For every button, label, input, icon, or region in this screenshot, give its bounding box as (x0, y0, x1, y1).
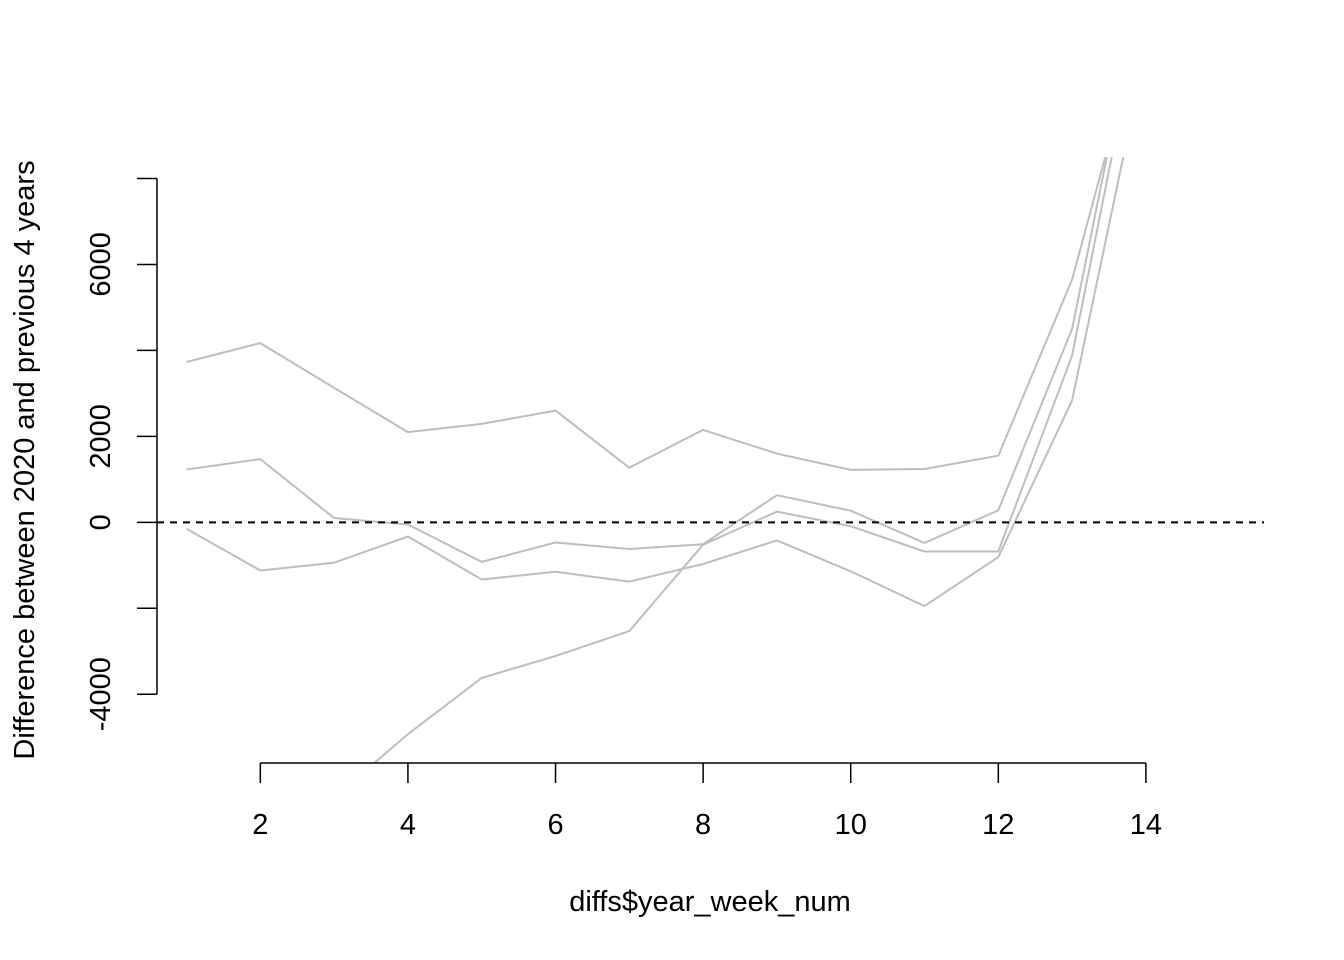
x-tick-label-8: 8 (695, 809, 711, 841)
axes-layer (156, 178, 1146, 764)
series-line-1 (186, 157, 1107, 471)
y-tick-label-6000: 6000 (85, 232, 117, 297)
x-tick-label-4: 4 (400, 809, 416, 841)
y-ticks: -4000 0 2000 6000 (85, 177, 157, 731)
x-tick-label-12: 12 (982, 809, 1014, 841)
series-line-4 (372, 157, 1113, 763)
series-line-2 (186, 157, 1108, 563)
series-line-3 (186, 157, 1125, 608)
x-axis-title: diffs$year_week_num (569, 886, 851, 918)
y-tick-label--4000: -4000 (85, 657, 117, 731)
x-tick-label-6: 6 (547, 809, 563, 841)
x-tick-label-14: 14 (1130, 809, 1162, 841)
series-layer (186, 157, 1125, 763)
x-tick-label-10: 10 (835, 809, 867, 841)
y-axis-title: Difference between 2020 and previous 4 y… (9, 160, 41, 759)
x-tick-label-2: 2 (252, 809, 268, 841)
y-tick-label-2000: 2000 (85, 404, 117, 469)
x-ticks: 2 4 6 8 10 12 14 (252, 763, 1162, 841)
y-tick-label-0: 0 (85, 514, 117, 530)
